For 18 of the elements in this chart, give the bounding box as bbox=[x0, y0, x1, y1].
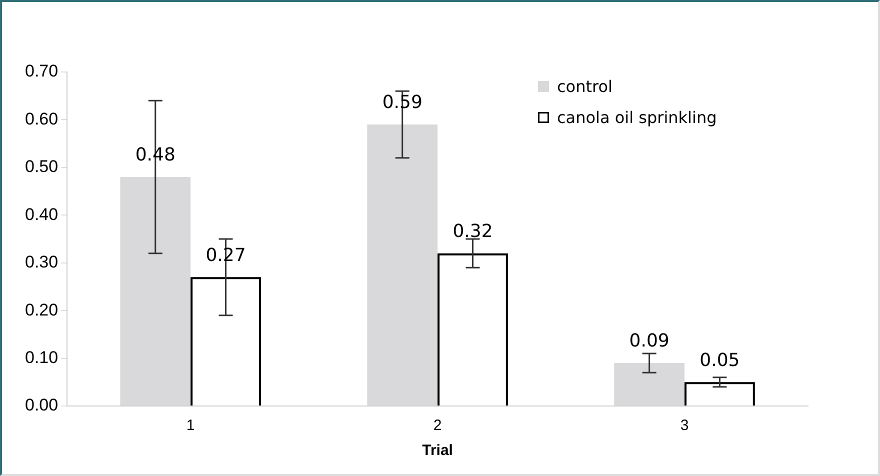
legend-label: control bbox=[557, 77, 612, 96]
y-tick-label: 0.70 bbox=[24, 62, 58, 81]
y-tick-label: 0.50 bbox=[24, 157, 58, 176]
data-label: 0.09 bbox=[629, 330, 670, 352]
x-tick-label: 1 bbox=[186, 417, 195, 434]
y-tick-label: 0.20 bbox=[24, 300, 58, 320]
y-tick-label: 0.60 bbox=[24, 109, 58, 128]
y-tick-label: 0.30 bbox=[24, 252, 58, 272]
x-tick-label: 3 bbox=[680, 417, 689, 434]
bar bbox=[614, 363, 685, 406]
data-label: 0.32 bbox=[452, 220, 493, 242]
legend-label: canola oil sprinkling bbox=[557, 108, 717, 127]
y-tick-label: 0.00 bbox=[24, 396, 58, 415]
y-tick-label: 0.10 bbox=[24, 348, 58, 367]
data-label: 0.05 bbox=[700, 350, 740, 371]
x-axis-title: Trial bbox=[422, 442, 453, 460]
y-tick-label: 0.40 bbox=[24, 204, 58, 224]
x-tick-label: 2 bbox=[433, 417, 442, 434]
